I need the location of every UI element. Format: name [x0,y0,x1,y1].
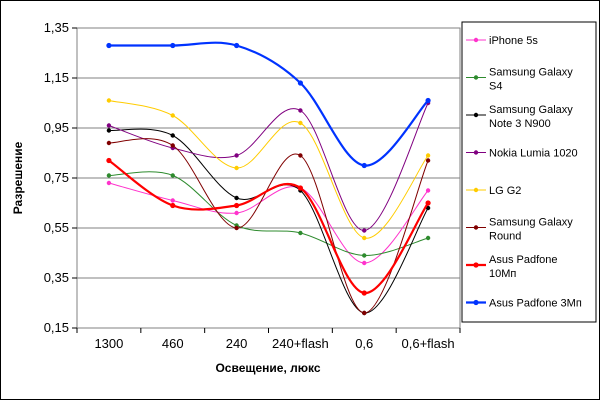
legend: iPhone 5s Samsung Galaxy S4 Samsung Galaxy N… [466,35,582,310]
data-point [233,42,240,49]
legend-label: Asus Padfone 10Мп [489,254,558,280]
data-point [298,120,303,126]
y-tick-label: 0,15 [44,320,69,335]
legend-item: Samsung Galaxy Round [466,217,573,243]
data-point [234,210,239,216]
series-2 [106,171,431,258]
legend-item: iPhone 5s [466,35,538,47]
y-tick-label: 1,15 [44,70,69,85]
series-5 [106,98,431,241]
data-point [106,123,112,128]
data-point [297,80,304,86]
data-point [425,235,431,241]
data-point [425,97,431,104]
data-point [425,158,431,163]
data-point [170,133,175,138]
series-7 [106,157,431,296]
data-point [170,173,175,178]
y-tick-label: 0,55 [44,220,69,235]
data-point [106,180,112,186]
legend-marker [473,150,479,155]
x-tick-label: 460 [162,336,184,351]
x-tick-label: 0,6+flash [402,336,455,351]
series-group [106,41,431,316]
data-point [106,128,112,133]
data-point [362,235,367,241]
y-axis-title: Разрешение [11,141,25,214]
data-point [298,108,303,113]
data-point [425,200,431,206]
legend-marker [473,75,479,80]
x-axis-title: Освещение, люкс [215,361,320,375]
legend-item: Asus Padfone 3Мп [466,298,582,310]
y-tick-label: 0,95 [44,120,69,135]
data-point [170,42,176,49]
legend-item: LG G2 [466,185,521,197]
data-point [361,162,367,169]
y-tick-label: 0,75 [44,170,69,185]
legend-label: Asus Padfone 3Мп [489,298,582,310]
data-point [297,185,304,191]
legend-label: LG G2 [489,185,521,197]
data-point [362,228,367,233]
data-point [234,195,239,201]
data-point [234,225,239,231]
y-axis-ticks: 0,15 0,35 0,55 0,75 0,95 1,15 1,35 [44,20,77,335]
data-point [234,165,239,171]
legend-marker [473,262,479,268]
gridlines [77,77,460,279]
data-point [361,290,367,296]
legend-marker [473,187,479,193]
data-point [106,98,112,103]
data-point [170,202,176,209]
legend-item: Asus Padfone 10Мп [466,254,558,280]
data-point [233,202,240,209]
data-point [298,153,303,158]
y-tick-label: 1,35 [44,20,69,35]
x-axis-ticks: 1300 460 240 240+flash 0,6 0,6+flash [76,328,461,351]
legend-item: Samsung Galaxy Note 3 N900 [466,104,573,130]
legend-label: iPhone 5s [489,35,538,47]
data-point [362,253,367,258]
series-8 [106,41,431,169]
legend-label: Samsung Galaxy Round [489,217,573,243]
legend-item: Samsung Galaxy S4 [466,67,573,93]
data-point [106,173,112,178]
data-point [362,310,367,316]
y-tick-label: 0,35 [44,270,69,285]
data-point [298,230,303,236]
data-point [170,143,175,148]
data-point [106,140,112,146]
x-tick-label: 1300 [94,336,123,351]
data-point [234,153,239,158]
data-point [106,42,112,49]
legend-box [461,21,597,323]
legend-item: Nokia Lumia 1020 [466,148,578,160]
data-point [425,153,431,158]
legend-label: Samsung Galaxy Note 3 N900 [489,104,573,130]
x-tick-label: 240+flash [272,336,329,351]
series-line [108,171,429,257]
data-point [106,157,112,164]
data-point [425,188,431,193]
data-point [425,205,431,211]
x-tick-label: 240 [226,336,248,351]
legend-label: Samsung Galaxy S4 [489,67,573,93]
legend-marker [473,299,479,306]
x-tick-label: 0,6 [355,336,373,351]
data-point [362,260,367,266]
data-point [170,198,175,203]
legend-marker [473,225,479,230]
legend-marker [473,112,479,118]
legend-marker [473,37,479,43]
data-point [170,113,175,118]
legend-label: Nokia Lumia 1020 [489,148,578,160]
series-6 [106,138,431,316]
